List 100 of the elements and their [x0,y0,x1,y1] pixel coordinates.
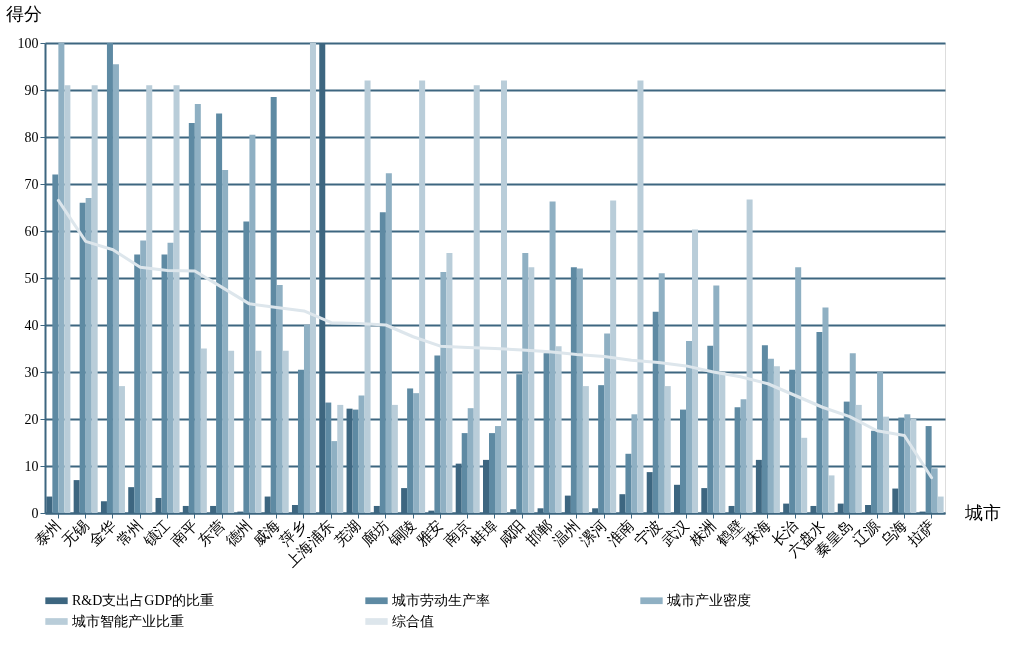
bar [686,340,693,513]
bar [625,453,632,513]
bar [740,399,747,513]
bar [637,80,644,513]
bar [604,333,611,513]
y-tick-label: 80 [24,129,39,145]
bar [883,416,890,513]
bar [746,199,753,513]
bar [434,355,441,513]
bar [419,80,426,513]
y-tick-label: 60 [24,223,39,239]
bar [331,441,338,513]
bar [789,369,796,513]
y-tick-label: 0 [31,505,39,521]
bar [52,174,59,513]
bar [112,64,119,513]
bar [910,419,917,513]
bar [473,85,480,513]
bar [358,395,365,513]
bar [652,311,659,513]
bar [325,402,332,513]
bar [161,254,168,513]
bar [555,346,562,513]
bar [391,404,398,513]
bar [855,404,862,513]
bar [297,369,304,513]
bar [610,200,617,513]
bar [582,386,589,513]
bar [461,433,468,513]
y-tick-label: 40 [24,317,39,333]
y-tick-label: 100 [17,35,39,51]
bar [146,85,153,513]
bar [767,358,774,513]
bar [243,221,250,513]
bar [501,80,508,513]
bar [516,374,523,513]
bar [528,267,535,513]
bar [822,307,829,513]
bar [228,350,235,513]
bar [713,285,720,513]
bar [692,229,699,513]
y-tick-label: 20 [24,411,39,427]
bar [937,496,944,513]
bar [85,198,92,513]
bar [931,468,938,513]
y-tick-label: 50 [24,270,39,286]
y-axis-title: 得分 [5,3,42,24]
bar [549,201,556,513]
bar [489,433,495,513]
legend-label: 综合值 [392,613,434,629]
bar [194,104,201,513]
bar [522,253,529,513]
bar [570,267,577,513]
bar [173,85,180,513]
bar [118,386,125,513]
bar [440,271,447,513]
bar [543,353,550,513]
bar [680,409,687,513]
legend-label: 城市智能产业比重 [71,613,184,629]
bar [364,80,371,513]
bar [352,409,359,513]
bar [270,97,277,513]
bar [385,173,392,513]
bar [495,426,501,513]
y-tick-label: 70 [24,176,39,192]
bar [598,385,605,513]
bar [58,43,65,513]
bar [658,273,665,513]
bar [91,85,98,513]
bar [413,393,420,513]
legend-label: R&D支出占GDP的比重 [72,592,215,608]
bar [282,350,289,513]
y-tick-label: 90 [24,82,39,98]
bar [134,254,141,513]
bar [904,414,911,513]
bar [140,240,147,513]
x-axis-title: 城市 [963,502,1001,523]
bar [64,85,71,513]
legend-label: 城市产业密度 [666,592,751,608]
bar [631,414,638,513]
bar [276,285,283,513]
bar [188,122,195,513]
bar [734,407,741,513]
bar [795,267,802,513]
bar [337,404,344,513]
y-tick-label: 30 [24,364,39,380]
bar [828,475,835,513]
line-series [56,198,934,480]
bar [379,212,386,513]
bar [898,417,905,513]
bar [200,348,207,513]
bar [106,43,113,513]
bar [576,268,583,513]
legend-label: 城市劳动生产率 [391,592,490,608]
bar [877,372,884,513]
bar [79,202,86,513]
bar [761,345,768,513]
bar [309,43,316,513]
bar [216,113,223,513]
bar [849,353,856,513]
